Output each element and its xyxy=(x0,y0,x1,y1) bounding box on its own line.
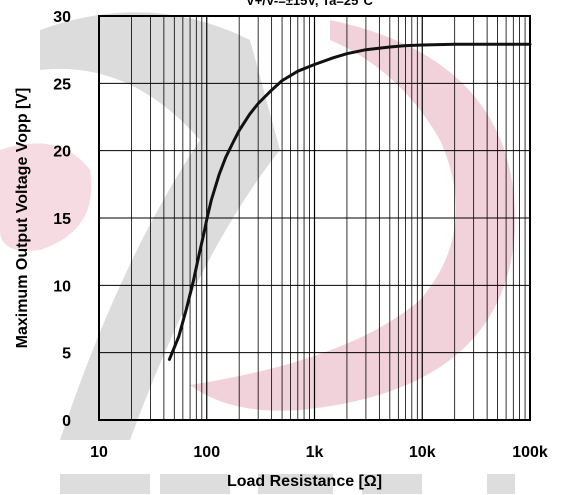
y-tick-label: 0 xyxy=(62,413,71,430)
x-tick-label: 1k xyxy=(306,444,324,461)
y-tick-labels: 0 5 10 15 20 25 30 xyxy=(53,9,71,430)
grid-lines xyxy=(98,15,530,421)
watermark-shape xyxy=(0,143,92,251)
conditions-label: V+/V-=±15V, Ta=25°C xyxy=(246,0,374,8)
y-tick-label: 20 xyxy=(53,144,71,161)
watermark-shape xyxy=(362,474,422,494)
watermark-shape xyxy=(487,474,515,494)
x-tick-labels: 10 100 1k 10k 100k xyxy=(90,444,548,461)
y-tick-label: 10 xyxy=(53,278,71,295)
watermark-shape xyxy=(60,474,150,494)
watermark-shape xyxy=(258,474,333,494)
x-tick-label: 100 xyxy=(193,444,220,461)
x-tick-label: 10k xyxy=(409,444,436,461)
y-tick-label: 5 xyxy=(62,346,71,363)
y-tick-label: 25 xyxy=(53,76,71,93)
series-layer xyxy=(167,42,532,361)
watermark xyxy=(0,12,516,494)
y-tick-label: 15 xyxy=(53,211,71,228)
watermark-shape xyxy=(160,474,230,494)
y-tick-label: 30 xyxy=(53,9,71,26)
x-tick-label: 10 xyxy=(90,444,108,461)
x-axis-label: Load Resistance [Ω] xyxy=(227,473,382,490)
x-tick-label: 100k xyxy=(512,444,548,461)
watermark-shape xyxy=(190,20,516,411)
plot-frame xyxy=(98,15,531,421)
y-axis-label: Maximum Output Voltage Vopp [V] xyxy=(14,88,31,349)
series-line xyxy=(167,42,532,361)
